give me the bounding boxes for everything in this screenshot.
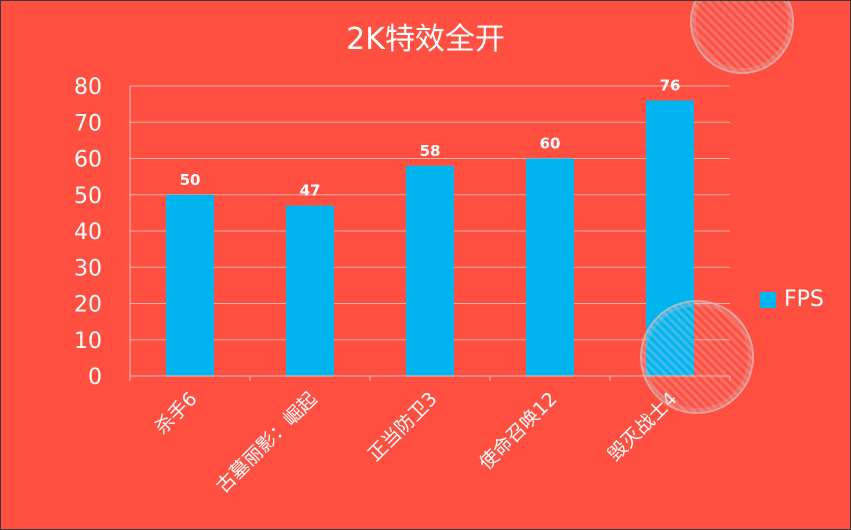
bar	[526, 158, 574, 376]
y-tick-label: 40	[74, 220, 102, 245]
y-tick-label: 20	[74, 293, 102, 318]
data-label: 47	[300, 182, 321, 200]
bar	[166, 194, 214, 376]
data-labels: 50 47 58 60 76	[180, 77, 681, 200]
bar	[406, 165, 454, 376]
data-label: 76	[660, 77, 681, 95]
watermark-stamp-right	[640, 300, 754, 414]
x-tick-label: 正当防卫3	[364, 388, 442, 466]
legend-label-fps: FPS	[784, 287, 824, 312]
legend-swatch	[760, 291, 776, 308]
legend: FPS	[760, 287, 824, 312]
bar	[286, 205, 334, 376]
x-tick-label: 古墓丽影：崛起	[212, 388, 322, 498]
y-tick-label: 30	[74, 256, 102, 281]
y-tick-label: 10	[74, 329, 102, 354]
y-tick-label: 60	[74, 148, 102, 173]
x-tick-label: 杀手6	[151, 388, 202, 439]
y-tick-label: 70	[74, 111, 102, 136]
y-axis: 0 10 20 30 40 50 60 70 80	[74, 75, 131, 390]
bars	[166, 100, 694, 376]
chart-title: 2K特效全开	[346, 22, 505, 57]
data-label: 50	[180, 171, 201, 189]
data-label: 58	[420, 142, 441, 160]
data-label: 60	[540, 135, 561, 153]
y-tick-label: 0	[88, 365, 102, 390]
y-tick-label: 50	[74, 184, 102, 209]
y-tick-label: 80	[74, 75, 102, 100]
x-axis: 杀手6 古墓丽影：崛起 正当防卫3 使命召唤12 毁灭战士4	[129, 375, 731, 498]
x-tick-label: 使命召唤12	[475, 388, 561, 474]
